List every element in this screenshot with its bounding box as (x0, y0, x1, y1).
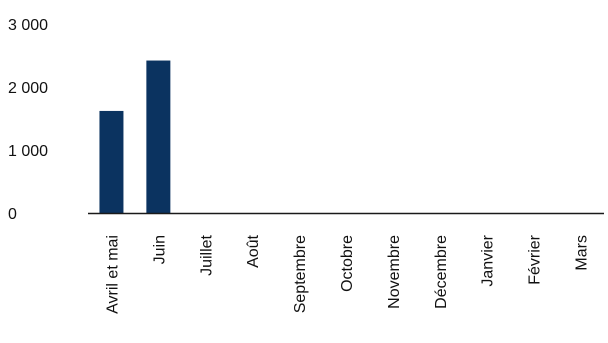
y-tick-label: 0 (8, 206, 17, 223)
x-tick-label: Juillet (198, 234, 215, 275)
x-tick-label: Février (527, 234, 544, 284)
x-tick-label: Novembre (386, 235, 403, 309)
y-axis: 0 1 000 2 000 3 000 (8, 17, 48, 223)
x-tick-label: Juin (151, 235, 168, 264)
bar (99, 110, 124, 213)
bar (146, 60, 171, 213)
x-tick-label: Mars (574, 235, 591, 271)
x-tick-label: Décembre (433, 235, 450, 309)
x-axis: Avril et mai Juin Juillet Août Septembre Octo… (88, 212, 604, 314)
x-tick-label: Septembre (292, 235, 309, 313)
x-tick-label: Octobre (339, 235, 356, 292)
y-tick-label: 3 000 (8, 17, 48, 34)
y-tick-label: 2 000 (8, 80, 48, 97)
x-tick-label: Août (245, 234, 262, 267)
y-tick-label: 1 000 (8, 143, 48, 160)
x-tick-label: Janvier (480, 234, 497, 286)
bars (99, 60, 171, 213)
x-tick-label: Avril et mai (104, 235, 121, 314)
